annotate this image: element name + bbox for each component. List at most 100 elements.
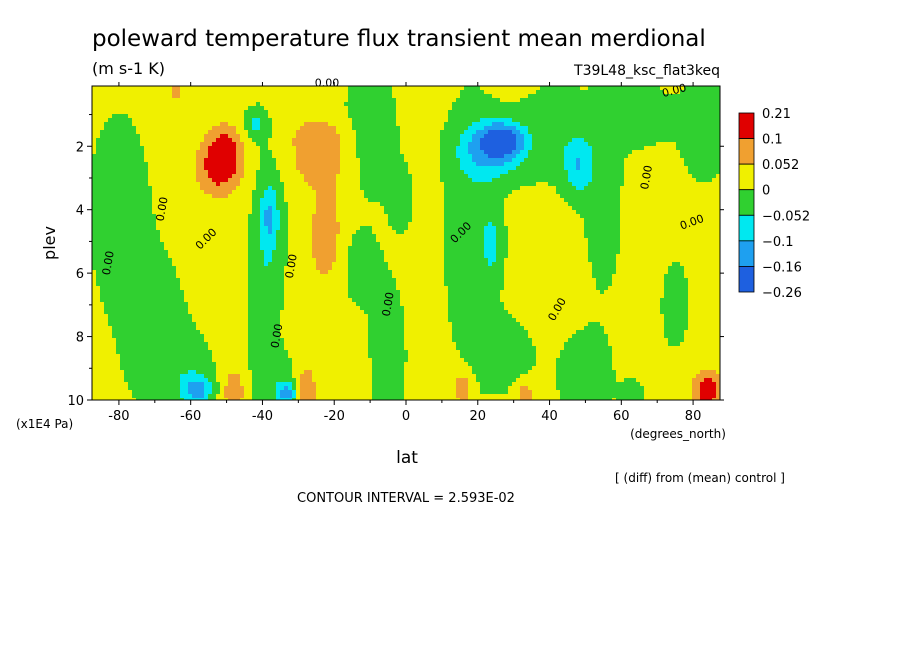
field-cell	[268, 198, 273, 203]
field-cell	[300, 110, 305, 115]
field-cell	[240, 206, 245, 211]
field-cell	[272, 378, 277, 383]
field-cell	[320, 274, 325, 279]
field-cell	[332, 286, 337, 291]
field-cell	[116, 290, 121, 295]
field-cell	[232, 190, 237, 195]
field-cell	[204, 118, 209, 123]
field-cell	[244, 130, 249, 135]
field-cell	[124, 186, 129, 191]
field-cell	[324, 246, 329, 251]
field-cell	[108, 270, 113, 275]
field-cell	[152, 274, 157, 279]
field-cell	[340, 138, 345, 143]
field-cell	[120, 342, 125, 347]
field-cell	[232, 218, 237, 223]
field-cell	[140, 142, 145, 147]
field-cell	[296, 198, 301, 203]
field-cell	[284, 274, 289, 279]
field-cell	[204, 302, 209, 307]
field-cell	[224, 286, 229, 291]
field-cell	[296, 350, 301, 355]
field-cell	[276, 286, 281, 291]
field-cell	[172, 114, 177, 119]
field-cell	[156, 386, 161, 391]
field-cell	[96, 182, 101, 187]
field-cell	[284, 186, 289, 191]
field-cell	[200, 150, 205, 155]
field-cell	[236, 334, 241, 339]
field-cell	[184, 278, 189, 283]
field-cell	[320, 90, 325, 95]
field-cell	[120, 126, 125, 131]
field-cell	[132, 318, 137, 323]
field-cell	[144, 170, 149, 175]
field-cell	[208, 258, 213, 263]
field-cell	[188, 182, 193, 187]
field-cell	[216, 162, 221, 167]
field-cell	[324, 226, 329, 231]
field-cell	[260, 354, 265, 359]
field-cell	[340, 198, 345, 203]
field-cell	[204, 150, 209, 155]
field-cell	[276, 226, 281, 231]
field-cell	[220, 142, 225, 147]
field-cell	[172, 366, 177, 371]
field-cell	[124, 198, 129, 203]
field-cell	[296, 102, 301, 107]
field-cell	[204, 398, 209, 400]
field-cell	[300, 114, 305, 119]
field-cell	[252, 106, 257, 111]
field-cell	[240, 338, 245, 343]
field-cell	[200, 274, 205, 279]
field-cell	[140, 246, 145, 251]
field-cell	[252, 258, 257, 263]
field-cell	[292, 386, 297, 391]
field-cell	[344, 94, 349, 99]
field-cell	[308, 262, 313, 267]
field-cell	[324, 286, 329, 291]
field-cell	[260, 218, 265, 223]
field-cell	[108, 118, 113, 123]
field-cell	[308, 338, 313, 343]
field-cell	[332, 362, 337, 367]
field-cell	[216, 150, 221, 155]
field-cell	[232, 274, 237, 279]
field-cell	[288, 238, 293, 243]
field-cell	[184, 350, 189, 355]
field-cell	[276, 246, 281, 251]
field-cell	[184, 394, 189, 399]
field-cell	[180, 334, 185, 339]
field-cell	[160, 234, 165, 239]
field-cell	[92, 294, 97, 299]
field-cell	[260, 222, 265, 227]
field-cell	[320, 374, 325, 379]
field-cell	[208, 294, 213, 299]
field-cell	[184, 334, 189, 339]
field-cell	[268, 334, 273, 339]
field-cell	[216, 234, 221, 239]
field-cell	[216, 362, 221, 367]
field-cell	[288, 258, 293, 263]
field-cell	[340, 150, 345, 155]
field-cell	[264, 230, 269, 235]
field-cell	[236, 398, 241, 400]
field-cell	[272, 126, 277, 131]
field-cell	[324, 194, 329, 199]
field-cell	[136, 270, 141, 275]
field-cell	[272, 386, 277, 391]
plot-area: 0.000.000.000.000.000.000.000.000.000.00…	[91, 77, 721, 401]
field-cell	[328, 318, 333, 323]
field-cell	[268, 246, 273, 251]
field-cell	[164, 158, 169, 163]
field-cell	[104, 346, 109, 351]
field-cell	[308, 102, 313, 107]
field-cell	[292, 178, 297, 183]
field-cell	[324, 282, 329, 287]
field-cell	[188, 274, 193, 279]
field-cell	[288, 390, 293, 395]
field-cell	[268, 186, 273, 191]
field-cell	[96, 266, 101, 271]
field-cell	[192, 262, 197, 267]
field-cell	[312, 374, 317, 379]
